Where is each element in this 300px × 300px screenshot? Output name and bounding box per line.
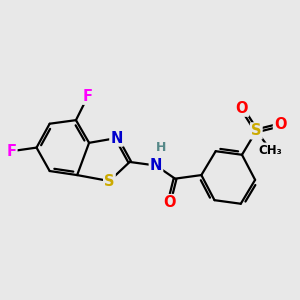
Text: N: N bbox=[150, 158, 162, 173]
Text: O: O bbox=[274, 117, 286, 132]
Text: S: S bbox=[104, 174, 115, 189]
Text: H: H bbox=[156, 141, 166, 154]
Text: F: F bbox=[6, 144, 16, 159]
Text: CH₃: CH₃ bbox=[259, 143, 283, 157]
Text: N: N bbox=[110, 130, 123, 146]
Text: O: O bbox=[236, 101, 248, 116]
Text: O: O bbox=[163, 195, 175, 210]
Text: S: S bbox=[251, 123, 262, 138]
Text: F: F bbox=[83, 89, 93, 104]
